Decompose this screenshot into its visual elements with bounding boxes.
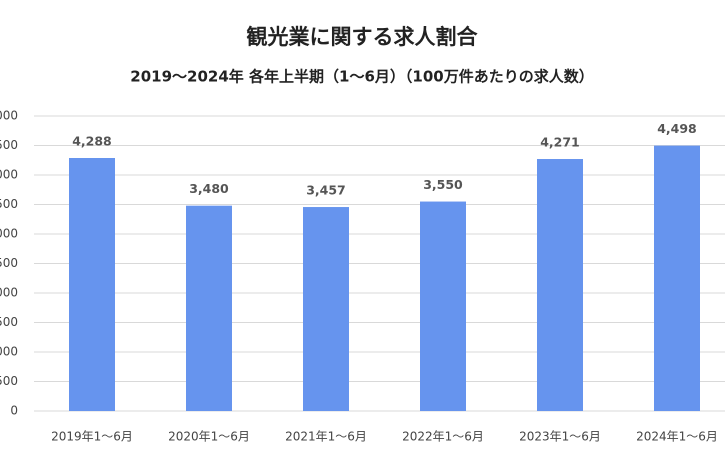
chart-subtitle: 2019〜2024年 各年上半期（1〜6月）（100万件あたりの求人数） bbox=[130, 68, 593, 86]
y-tick-label: 4,500 bbox=[0, 138, 18, 152]
y-tick-label: 2,000 bbox=[0, 286, 18, 300]
data-label: 3,457 bbox=[306, 183, 346, 198]
x-tick-label: 2024年1〜6月 bbox=[636, 430, 718, 444]
x-tick-label: 2019年1〜6月 bbox=[51, 430, 133, 444]
y-tick-label: 5,000 bbox=[0, 109, 18, 123]
y-tick-label: 3,000 bbox=[0, 227, 18, 241]
bar bbox=[420, 201, 466, 411]
y-tick-label: 500 bbox=[0, 374, 18, 388]
bar bbox=[654, 145, 700, 412]
bar bbox=[303, 207, 349, 411]
bar bbox=[186, 205, 232, 411]
y-tick-label: 4,000 bbox=[0, 168, 18, 182]
data-label: 3,550 bbox=[423, 177, 463, 192]
y-tick-label: 2,500 bbox=[0, 256, 18, 270]
chart-title: 観光業に関する求人割合 bbox=[247, 25, 479, 49]
data-label: 4,288 bbox=[72, 134, 112, 149]
x-tick-label: 2022年1〜6月 bbox=[402, 430, 484, 444]
bar bbox=[537, 159, 583, 411]
y-tick-label: 1,000 bbox=[0, 345, 18, 359]
data-label: 3,480 bbox=[189, 181, 229, 196]
data-label: 4,271 bbox=[540, 135, 580, 150]
x-tick-label: 2023年1〜6月 bbox=[519, 430, 601, 444]
y-tick-label: 0 bbox=[10, 404, 18, 418]
y-tick-label: 1,500 bbox=[0, 315, 18, 329]
x-tick-label: 2020年1〜6月 bbox=[168, 430, 250, 444]
x-tick-label: 2021年1〜6月 bbox=[285, 430, 367, 444]
y-tick-label: 3,500 bbox=[0, 197, 18, 211]
bar bbox=[69, 158, 115, 411]
data-label: 4,498 bbox=[657, 121, 697, 136]
